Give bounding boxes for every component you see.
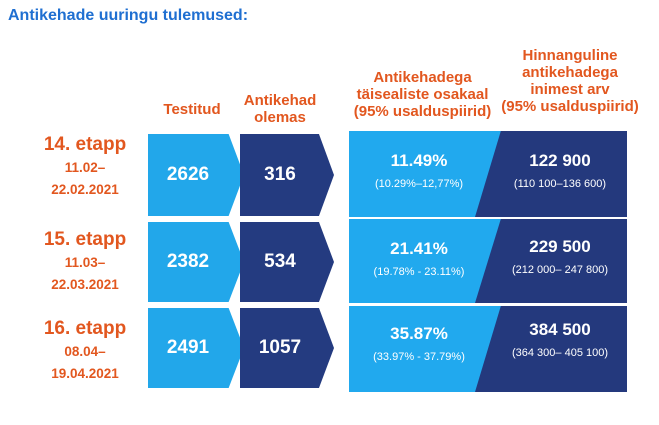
estimate-cell: 384 500 (364 300– 405 100) — [475, 306, 627, 392]
antibody-count: 1057 — [240, 308, 334, 388]
estimate-cell: 122 900 (110 100–136 600) — [475, 131, 627, 217]
antibody-count: 316 — [240, 134, 334, 216]
share-value: 35.87% — [390, 324, 448, 343]
stage-name: 15. etapp — [43, 229, 127, 250]
header-estimate: Hinnanguline antikehadega inimest arv (9… — [501, 47, 639, 115]
tested-value: 2382 — [166, 251, 210, 272]
share-value: 11.49% — [390, 151, 448, 170]
header-antibody: Antikehad olemas — [243, 92, 317, 126]
share-cell: 11.49% (10.29%–12,77%) — [349, 131, 502, 217]
share-cell: 21.41% (19.78% - 23.11%) — [349, 219, 502, 303]
stage-date-start: 11.02– — [64, 160, 106, 175]
antibody-count: 534 — [240, 222, 334, 302]
tested-value: 2626 — [166, 164, 210, 185]
stage-date-start: 11.03– — [64, 255, 106, 270]
stage-date-end: 19.04.2021 — [51, 366, 119, 381]
stage-name: 14. etapp — [43, 134, 127, 155]
stage-date-end: 22.02.2021 — [51, 182, 119, 197]
estimate-confidence-interval: (212 000– 247 800) — [511, 264, 609, 276]
estimate-confidence-interval: (110 100–136 600) — [513, 178, 607, 190]
estimate-value: 384 500 — [529, 320, 591, 339]
estimate-value: 229 500 — [529, 237, 591, 256]
tested-count: 2382 — [148, 222, 244, 302]
antibody-value: 1057 — [258, 337, 302, 358]
tested-count: 2491 — [148, 308, 244, 388]
estimate-value: 122 900 — [529, 151, 591, 170]
share-confidence-interval: (33.97% - 37.79%) — [373, 351, 465, 363]
stage-label: 14. etapp 11.02– 22.02.2021 — [20, 133, 150, 201]
share-value: 21.41% — [390, 239, 448, 258]
estimate-cell: 229 500 (212 000– 247 800) — [475, 219, 627, 303]
page-title: Antikehade uuringu tulemused: — [8, 7, 249, 24]
share-cell: 35.87% (33.97% - 37.79%) — [349, 306, 502, 392]
share-confidence-interval: (10.29%–12,77%) — [374, 178, 464, 190]
share-confidence-interval: (19.78% - 23.11%) — [373, 266, 465, 278]
header-share: Antikehadega täisealiste osakaal (95% us… — [353, 69, 492, 120]
antibody-value: 534 — [264, 251, 296, 272]
antibody-value: 316 — [264, 164, 296, 185]
estimate-confidence-interval: (364 300– 405 100) — [511, 347, 609, 359]
stage-date-start: 08.04– — [64, 344, 106, 359]
stage-label: 15. etapp 11.03– 22.03.2021 — [20, 228, 150, 296]
header-tested: Testitud — [163, 101, 221, 118]
stage-label: 16. etapp 08.04– 19.04.2021 — [20, 317, 150, 385]
stage-date-end: 22.03.2021 — [51, 277, 119, 292]
tested-count: 2626 — [148, 134, 244, 216]
tested-value: 2491 — [166, 337, 210, 358]
stage-name: 16. etapp — [43, 318, 127, 339]
